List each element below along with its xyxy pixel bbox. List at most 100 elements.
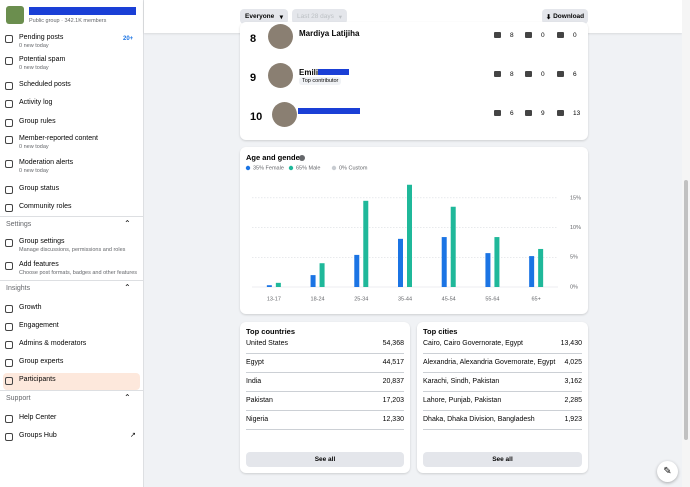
- nav-item[interactable]: Potential spam 0 new today: [5, 55, 141, 75]
- posts-count: 6: [510, 110, 514, 117]
- avatar: [272, 102, 297, 127]
- row-divider: [246, 410, 404, 411]
- nav-icon: [5, 262, 13, 270]
- nav-icon: [5, 377, 13, 385]
- nav-item[interactable]: Scheduled posts: [5, 80, 141, 94]
- nav-item[interactable]: Community roles: [5, 202, 141, 216]
- divider: [0, 280, 143, 281]
- nav-label: Help Center: [19, 414, 57, 421]
- nav-icon: [5, 341, 13, 349]
- row-name: Karachi, Sindh, Pakistan: [423, 378, 500, 385]
- nav-item[interactable]: Groups Hub ↗: [5, 431, 141, 445]
- scrollbar: [682, 0, 690, 487]
- range-dropdown[interactable]: Last 28 days ▾: [292, 9, 347, 24]
- nav-icon: [5, 323, 13, 331]
- row-name: India: [246, 378, 262, 385]
- nav-sub: 0 new today: [19, 144, 49, 150]
- nav-label: Community roles: [19, 203, 72, 210]
- nav-item[interactable]: Group status: [5, 184, 141, 198]
- download-button[interactable]: ⬇ Download: [542, 9, 588, 24]
- nav-item[interactable]: Help Center: [5, 413, 141, 427]
- see-all-button[interactable]: See all: [423, 452, 582, 467]
- row-value: 17,203: [382, 397, 404, 404]
- nav-item[interactable]: Activity log: [5, 98, 141, 112]
- member-name: Emilia Z: [299, 68, 330, 77]
- nav-item[interactable]: Growth: [5, 303, 141, 317]
- nav-icon: [5, 415, 13, 423]
- compose-button[interactable]: ✎: [657, 461, 678, 482]
- row-divider: [246, 391, 404, 392]
- row-value: 1,923: [564, 416, 582, 423]
- nav-icon: [5, 82, 13, 90]
- nav-item[interactable]: Group settings Manage discussions, permis…: [5, 237, 141, 257]
- nav-item[interactable]: Pending posts 0 new today 20+: [5, 33, 141, 53]
- audience-dropdown[interactable]: Everyone ▾: [240, 9, 288, 24]
- nav-item[interactable]: Admins & moderators: [5, 339, 141, 353]
- section-heading: Insights: [6, 285, 31, 292]
- row-value: 3,162: [564, 378, 582, 385]
- row-divider: [246, 372, 404, 373]
- nav-label: Admins & moderators: [19, 340, 87, 347]
- row-value: 2,285: [564, 397, 582, 404]
- row-divider: [423, 429, 582, 430]
- nav-item[interactable]: Participants: [5, 375, 141, 389]
- nav-icon: [5, 433, 13, 441]
- age-gender-card: [240, 147, 588, 314]
- row-name: Nigeria: [246, 416, 269, 423]
- nav-icon: [5, 204, 13, 212]
- nav-item[interactable]: Engagement: [5, 321, 141, 335]
- nav-item[interactable]: Group experts: [5, 357, 141, 371]
- row-name: Egypt: [246, 359, 264, 366]
- caret: ▾: [279, 13, 283, 21]
- nav-icon: [5, 57, 13, 65]
- row-name: Lahore, Punjab, Pakistan: [423, 397, 502, 404]
- scroll-thumb[interactable]: [684, 180, 688, 440]
- nav-item[interactable]: Moderation alerts 0 new today: [5, 158, 141, 178]
- nav-icon: [5, 35, 13, 43]
- table-title: Top cities: [423, 327, 458, 336]
- reactions-count: 13: [573, 110, 581, 117]
- nav-icon: [5, 239, 13, 247]
- rank: 9: [250, 72, 257, 84]
- nav-icon: [5, 160, 13, 168]
- group-meta: Public group · 342.1K members: [29, 18, 107, 24]
- reactions-count: 0: [573, 32, 577, 39]
- table-title: Top countries: [246, 327, 296, 336]
- sidebar: Public group · 342.1K members Pending po…: [0, 0, 144, 487]
- row-divider: [423, 372, 582, 373]
- reactions-icon: [557, 32, 564, 38]
- nav-label: Member-reported content: [19, 135, 98, 142]
- section-heading: Support: [6, 395, 31, 402]
- nav-icon: [5, 359, 13, 367]
- audience-text: Everyone: [245, 13, 275, 20]
- row-name: Pakistan: [246, 397, 273, 404]
- redacted: [298, 108, 360, 114]
- active-bg: [3, 373, 140, 390]
- nav-item[interactable]: Member-reported content 0 new today: [5, 134, 141, 154]
- comments-count: 9: [541, 110, 545, 117]
- nav-label: Activity log: [19, 99, 53, 106]
- nav-label: Engagement: [19, 322, 59, 329]
- row-divider: [246, 429, 404, 430]
- nav-item[interactable]: Add features Choose post formats, badges …: [5, 260, 141, 280]
- contributors-card: 8 Mardiya Latijiha 8 0 0 9 Emilia Z Top contrib…: [240, 22, 588, 140]
- row-value: 13,430: [560, 340, 582, 347]
- chevron: ⌃: [124, 393, 131, 402]
- caret: ▾: [338, 13, 342, 21]
- nav-label: Group rules: [19, 118, 56, 125]
- nav-label: Moderation alerts: [19, 159, 74, 166]
- top-bar: Everyone ▾ Last 28 days ▾ ⬇ Download: [144, 0, 682, 33]
- nav-icon: [5, 186, 13, 194]
- nav-item[interactable]: Group rules: [5, 117, 141, 131]
- posts-icon: [494, 71, 501, 77]
- row-name: Alexandria, Alexandria Governorate, Egyp…: [423, 359, 556, 366]
- external-arrow: ↗: [130, 432, 136, 439]
- avatar: [268, 63, 293, 88]
- group-avatar: [6, 6, 24, 24]
- chevron: ⌃: [124, 283, 131, 292]
- divider: [0, 216, 143, 217]
- nav-sub: Manage discussions, permissions and role…: [19, 247, 126, 253]
- comments-icon: [525, 110, 532, 116]
- divider: [0, 390, 143, 391]
- see-all-button[interactable]: See all: [246, 452, 404, 467]
